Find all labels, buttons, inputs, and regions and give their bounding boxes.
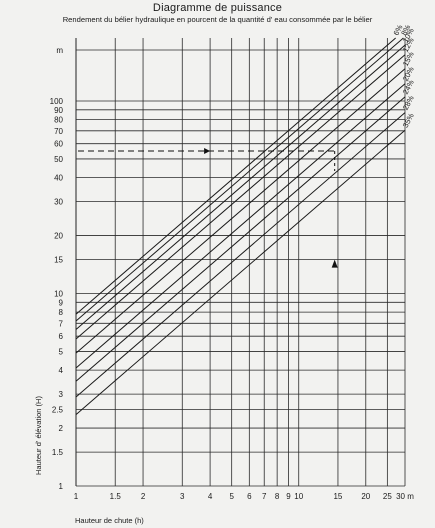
efficiency-line [75, 37, 404, 322]
y-tick-label: 1 [59, 482, 64, 491]
efficiency-line [75, 129, 406, 415]
y-tick-label: 1.5 [52, 448, 64, 457]
y-gridlines [76, 49, 405, 487]
chart-title: Diagramme de puissance [152, 2, 283, 14]
x-tick-label: 5 [229, 492, 234, 501]
x-tick-label: 4 [208, 492, 213, 501]
y-tick-label: 20 [54, 232, 63, 241]
y-tick-label: 8 [59, 308, 64, 317]
y-axis-label: Hauteur d' élévation (H) [34, 396, 43, 475]
y-tick-label: 2 [59, 424, 64, 433]
y-tick-label: 30 [54, 198, 63, 207]
arrow-right-icon [204, 147, 211, 154]
y-tick-label: 40 [54, 174, 63, 183]
x-tick-label: 6 [247, 492, 252, 501]
y-tick-label: 70 [54, 127, 63, 136]
x-tick-label: 3 [180, 492, 185, 501]
y-tick-label: 80 [54, 116, 63, 125]
y-tick-label: 2.5 [52, 405, 64, 414]
efficiency-line [75, 96, 406, 382]
efficiency-label: 15% [401, 50, 416, 68]
efficiency-label: 24% [401, 78, 416, 96]
y-tick-label: 15 [54, 256, 63, 265]
efficiency-line [75, 37, 396, 315]
efficiency-line [75, 54, 406, 340]
chart-subtitle: Rendement du bélier hydraulique en pourc… [62, 15, 373, 24]
arrow-up-icon [331, 259, 338, 268]
x-axis-label: Hauteur de chute (h) [75, 516, 144, 525]
y-tick-label: 50 [54, 155, 63, 164]
y-tick-label: 3 [59, 390, 64, 399]
efficiency-label: 28% [401, 94, 416, 112]
efficiency-lines [75, 37, 406, 415]
x-tick-label: 2 [141, 492, 146, 501]
x-tick-label: 1 [74, 492, 79, 501]
y-tick-label: 7 [59, 319, 64, 328]
x-tick-label: 10 [294, 492, 303, 501]
x-tick-label: 25 [383, 492, 392, 501]
efficiency-line [75, 83, 406, 369]
y-tick-label: 6 [59, 332, 64, 341]
x-tick-label: 20 [361, 492, 370, 501]
y-tick-label: 4 [59, 366, 64, 375]
x-tick-label: 30 m [396, 492, 414, 501]
x-tick-label: 9 [286, 492, 291, 501]
example-annotation [78, 147, 338, 268]
y-tick-label: 60 [54, 140, 63, 149]
y-tick-label: m [56, 46, 63, 55]
x-gridlines [75, 38, 406, 486]
y-tick-label: 10 [54, 290, 63, 299]
efficiency-labels: 6%8%10%12%15%20%24%28%35% [391, 23, 415, 129]
efficiency-line [75, 112, 406, 398]
x-tick-label: 7 [262, 492, 267, 501]
y-tick-label: 5 [59, 347, 64, 356]
y-tick-label: 9 [59, 298, 64, 307]
efficiency-line [75, 44, 406, 330]
efficiency-line [75, 68, 406, 354]
x-tick-label: 1.5 [110, 492, 122, 501]
y-tick-label: 90 [54, 106, 63, 115]
y-tick-label: 100 [50, 97, 64, 106]
x-tick-labels: 1 1.5 2 3 4 5 6 7 8 9 10 15 20 25 30 m [74, 492, 414, 501]
x-tick-label: 8 [275, 492, 280, 501]
x-tick-label: 15 [333, 492, 342, 501]
